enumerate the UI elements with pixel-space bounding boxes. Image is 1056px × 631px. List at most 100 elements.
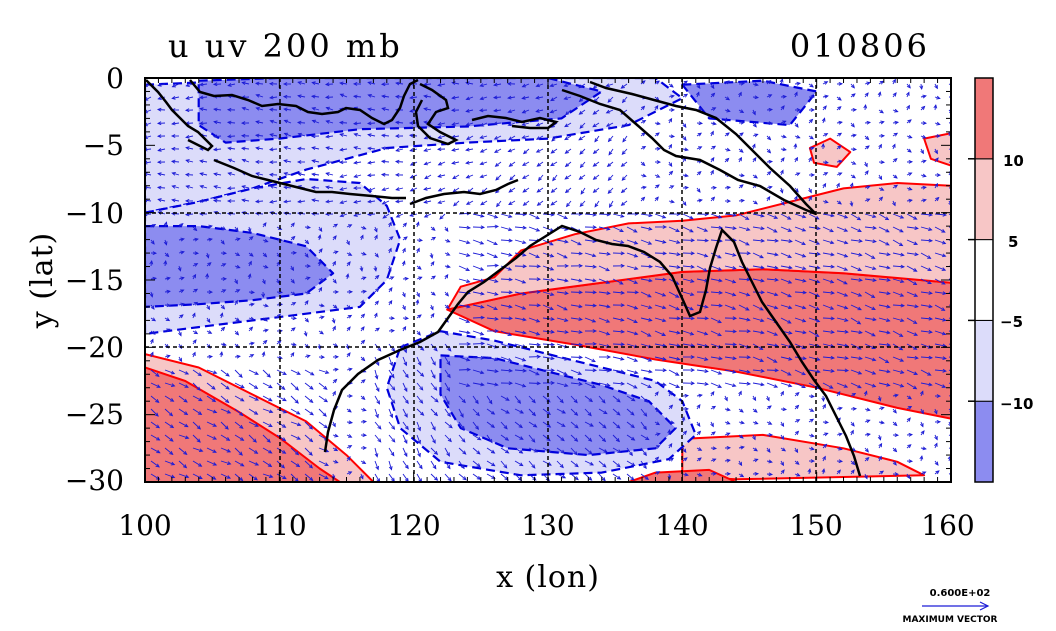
wind-vector-head bbox=[885, 241, 890, 246]
wind-vector-shaft bbox=[423, 83, 432, 86]
wind-vector bbox=[640, 145, 647, 150]
wind-vector-shaft bbox=[466, 174, 474, 179]
wind-vector-head bbox=[752, 111, 756, 116]
wind-vector-head bbox=[193, 227, 198, 232]
wind-vector-head bbox=[550, 188, 555, 193]
wind-vector bbox=[283, 185, 292, 190]
wind-vector bbox=[444, 264, 451, 269]
wind-vector-shaft bbox=[668, 226, 680, 232]
wind-vector bbox=[283, 119, 292, 124]
wind-vector-shaft bbox=[269, 148, 278, 151]
wind-vector bbox=[521, 122, 530, 126]
wind-vector-head bbox=[836, 182, 840, 187]
wind-vector-shaft bbox=[822, 265, 835, 268]
wind-vector bbox=[150, 239, 155, 245]
wind-vector-head bbox=[297, 172, 302, 177]
wind-vector-head bbox=[565, 202, 570, 208]
wind-vector-head bbox=[227, 83, 232, 87]
wind-vector bbox=[654, 132, 660, 137]
wind-vector bbox=[710, 107, 717, 111]
wind-vector-head bbox=[360, 234, 364, 239]
wind-vector bbox=[794, 134, 801, 139]
wind-vector bbox=[192, 251, 200, 256]
wind-vector-shaft bbox=[500, 252, 512, 256]
wind-vector-head bbox=[751, 143, 756, 148]
wind-vector-head bbox=[669, 170, 674, 175]
wind-vector-head bbox=[670, 134, 676, 139]
wind-vector-shaft bbox=[354, 161, 362, 164]
wind-vector-head bbox=[338, 160, 344, 165]
wind-vector bbox=[486, 252, 499, 258]
wind-vector-head bbox=[676, 252, 681, 257]
wind-vector-head bbox=[170, 134, 176, 138]
wind-vector-shaft bbox=[752, 252, 764, 259]
wind-vector-head bbox=[163, 241, 168, 246]
wind-vector-head bbox=[494, 163, 499, 167]
wind-vector-head bbox=[810, 95, 816, 99]
wind-vector bbox=[213, 120, 222, 125]
wind-vector bbox=[836, 106, 842, 111]
wind-vector bbox=[808, 173, 816, 177]
wind-vector-head bbox=[830, 264, 836, 269]
wind-vector-head bbox=[156, 185, 162, 190]
wind-vector-shaft bbox=[256, 94, 264, 98]
wind-vector-head bbox=[324, 95, 330, 100]
wind-vector-head bbox=[851, 93, 856, 98]
wind-vector-shaft bbox=[906, 239, 918, 245]
wind-vector bbox=[654, 80, 660, 85]
wind-vector bbox=[598, 226, 611, 231]
wind-vector bbox=[444, 252, 451, 256]
wind-vector-head bbox=[249, 252, 254, 257]
wind-vector bbox=[864, 135, 870, 141]
wind-vector bbox=[892, 184, 899, 189]
wind-vector-head bbox=[684, 185, 690, 190]
wind-vector-head bbox=[198, 198, 204, 203]
wind-vector-head bbox=[297, 81, 302, 85]
wind-vector-shaft bbox=[171, 160, 180, 163]
wind-vector bbox=[579, 122, 586, 129]
wind-vector bbox=[864, 265, 877, 271]
wind-vector-head bbox=[311, 81, 316, 86]
wind-vector-shaft bbox=[395, 200, 404, 203]
wind-vector bbox=[920, 185, 927, 190]
wind-vector-head bbox=[787, 228, 793, 232]
wind-vector bbox=[268, 172, 278, 177]
wind-vector bbox=[620, 200, 628, 206]
wind-vector bbox=[480, 200, 488, 206]
wind-vector-head bbox=[809, 118, 814, 123]
wind-vector-head bbox=[810, 146, 815, 151]
wind-vector-head bbox=[521, 83, 527, 88]
wind-vector-shaft bbox=[368, 81, 376, 85]
wind-vector-head bbox=[222, 263, 227, 267]
wind-vector-head bbox=[622, 138, 627, 143]
wind-vector bbox=[206, 224, 213, 229]
wind-vector-shaft bbox=[892, 213, 904, 219]
wind-vector-head bbox=[394, 134, 400, 139]
wind-vector bbox=[556, 263, 570, 268]
wind-vector bbox=[605, 83, 614, 88]
wind-vector bbox=[310, 185, 320, 190]
wind-vector bbox=[654, 121, 661, 126]
wind-vector bbox=[710, 156, 715, 163]
wind-vector-head bbox=[297, 199, 302, 204]
wind-vector-head bbox=[578, 136, 583, 141]
wind-vector bbox=[304, 276, 311, 281]
wind-vector-head bbox=[921, 105, 926, 110]
wind-vector-shaft bbox=[584, 278, 596, 282]
wind-vector-head bbox=[269, 133, 274, 137]
wind-vector-head bbox=[522, 188, 527, 193]
wind-vector bbox=[247, 273, 252, 280]
wind-vector bbox=[723, 117, 728, 124]
wind-vector bbox=[822, 199, 829, 204]
wind-vector bbox=[500, 226, 513, 232]
wind-vector bbox=[864, 185, 871, 190]
wind-vector-shaft bbox=[312, 82, 320, 85]
wind-vector-head bbox=[780, 157, 785, 162]
wind-vector bbox=[779, 187, 784, 194]
wind-vector bbox=[878, 143, 882, 150]
wind-vector-head bbox=[927, 255, 932, 259]
wind-vector bbox=[262, 222, 267, 228]
wind-vector bbox=[304, 252, 309, 258]
wind-vector-shaft bbox=[724, 213, 736, 216]
wind-vector-head bbox=[738, 91, 742, 96]
